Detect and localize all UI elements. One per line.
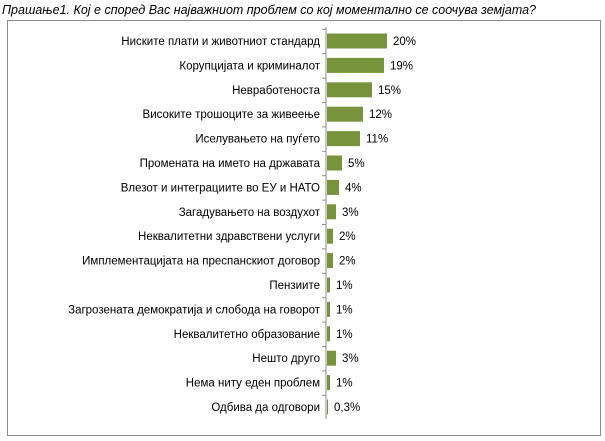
bar	[327, 277, 330, 293]
category-label: Нешто друго	[252, 353, 320, 365]
bar-chart: Ниските плати и животниот стандард 20% Кор…	[68, 27, 416, 419]
value-label: 12%	[369, 109, 392, 121]
bar	[327, 253, 333, 269]
bar	[327, 82, 372, 98]
category-label: Имплементацијата на преспанскиот договор	[82, 256, 320, 268]
category-label: Влезот и интеграциите во ЕУ и НАТО	[121, 182, 320, 194]
value-label: 4%	[345, 182, 362, 194]
category-label: Невработеноста	[232, 85, 320, 97]
bar	[327, 106, 363, 122]
bar	[327, 228, 333, 244]
bar	[327, 155, 342, 171]
category-label: Загадувањето на воздухот	[179, 207, 321, 219]
bar	[327, 375, 330, 391]
category-label: Пензиите	[269, 280, 320, 292]
bar	[327, 301, 330, 317]
value-label: 19%	[390, 60, 413, 72]
bar	[327, 131, 360, 147]
category-label: Одбива да одговори	[211, 402, 320, 414]
bar	[327, 350, 336, 366]
category-label: Неквалитетно образование	[174, 329, 320, 341]
value-label: 2%	[339, 231, 356, 243]
value-label: 11%	[366, 134, 388, 146]
value-label: 1%	[336, 329, 353, 341]
category-label: Корупцијата и криминалот	[179, 60, 320, 72]
value-label: 1%	[336, 280, 353, 292]
chart-frame: Ниските плати и животниот стандард 20% Кор…	[7, 20, 601, 436]
category-label: Ниските плати и животниот стандард	[121, 36, 320, 48]
category-label: Загрозената демократија и слобода на гов…	[68, 304, 321, 316]
value-label: 3%	[342, 207, 359, 219]
value-label: 3%	[342, 353, 359, 365]
bar	[327, 33, 387, 49]
bar	[327, 399, 328, 415]
category-label: Иселувањето на пуѓето	[195, 134, 320, 146]
question-title: Прашање1. Кој е според Вас најважниот пр…	[2, 3, 536, 17]
value-label: 1%	[336, 378, 353, 390]
category-label: Промената на името на државата	[140, 158, 321, 170]
bar	[327, 204, 336, 220]
bar	[327, 179, 339, 195]
bar	[327, 326, 330, 342]
category-label: Неквалитетни здравствени услуги	[138, 231, 320, 243]
value-label: 15%	[378, 85, 401, 97]
category-label: Нема ниту еден проблем	[186, 378, 320, 390]
bar	[327, 57, 384, 73]
category-label: Високите трошоците за живеење	[143, 109, 320, 121]
value-label: 20%	[393, 36, 416, 48]
value-label: 0,3%	[334, 402, 360, 414]
value-label: 5%	[348, 158, 365, 170]
value-label: 1%	[336, 304, 353, 316]
value-label: 2%	[339, 256, 356, 268]
